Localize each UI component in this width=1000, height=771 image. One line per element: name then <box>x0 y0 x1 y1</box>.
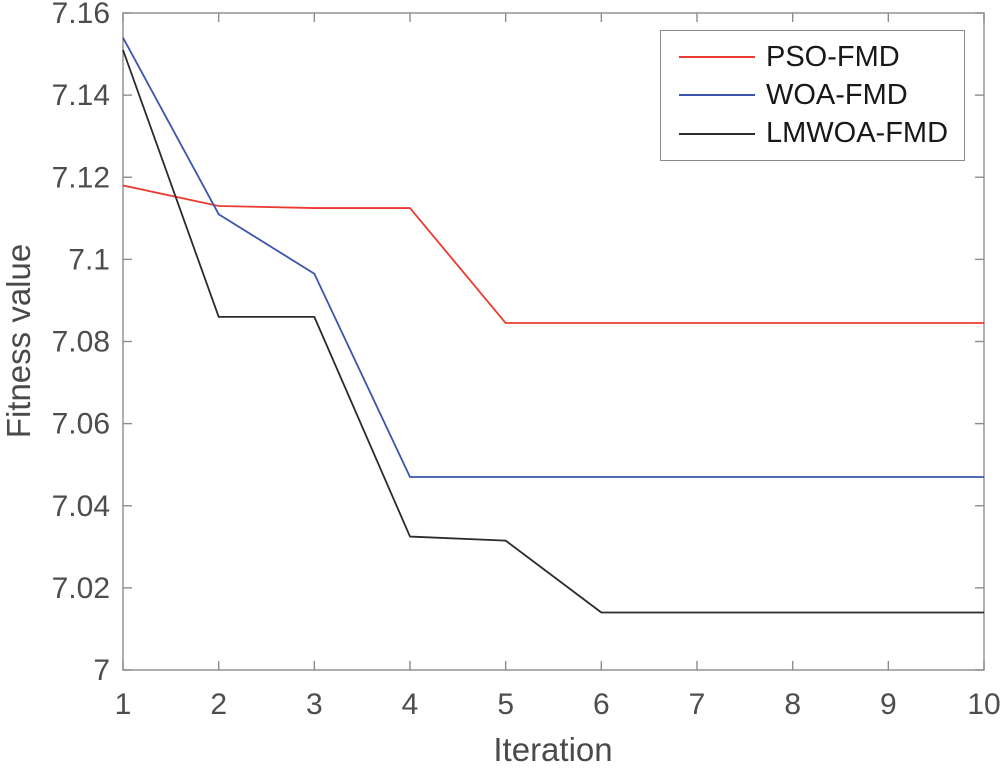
legend-item-pso-fmd: PSO-FMD <box>679 40 958 73</box>
legend-label: PSO-FMD <box>766 40 900 73</box>
legend-line-sample-woa-fmd <box>679 94 755 97</box>
x-tick-label: 5 <box>497 688 514 721</box>
series-line-lmwoa-fmd <box>122 49 984 614</box>
y-tick-label: 7.1 <box>68 243 110 276</box>
y-tick-label: 7.14 <box>52 79 110 112</box>
x-tick-label: 1 <box>115 688 132 721</box>
x-tick-label: 2 <box>210 688 227 721</box>
y-tick-label: 7.12 <box>52 161 110 194</box>
legend-label: WOA-FMD <box>766 78 908 111</box>
series-line-pso-fmd <box>122 184 984 324</box>
plot-layer: 1 2 3 4 5 6 7 8 9 10 7 7.02 7.04 7.06 7.08 7.1 7.12 7.14 7… <box>52 0 1000 721</box>
x-tick-label: 6 <box>593 688 610 721</box>
x-tick-label: 9 <box>880 688 897 721</box>
legend-label: LMWOA-FMD <box>766 117 949 150</box>
legend-line-sample-pso-fmd <box>679 56 755 59</box>
y-tick-label: 7.06 <box>52 408 110 441</box>
y-axis-label: Fitness value <box>0 244 37 438</box>
x-tick-label: 8 <box>784 688 801 721</box>
legend-item-lmwoa-fmd: LMWOA-FMD <box>679 119 958 148</box>
y-tick-label: 7.08 <box>52 326 110 359</box>
y-tick-label: 7 <box>93 654 110 687</box>
y-tick-label: 7.04 <box>52 490 110 523</box>
legend-item-woa-fmd: WOA-FMD <box>679 78 958 111</box>
x-axis-label: Iteration <box>493 731 612 768</box>
x-tick-label: 10 <box>967 688 1000 721</box>
x-tick-label: 4 <box>402 688 419 721</box>
y-tick-label: 7.16 <box>52 0 110 30</box>
legend-line-sample-lmwoa-fmd <box>679 132 755 135</box>
x-tick-label: 3 <box>306 688 323 721</box>
legend: PSO-FMD WOA-FMD LMWOA-FMD <box>660 30 965 161</box>
x-tick-label: 7 <box>689 688 706 721</box>
y-tick-label: 7.02 <box>52 572 110 605</box>
series-line-woa-fmd <box>122 37 984 478</box>
